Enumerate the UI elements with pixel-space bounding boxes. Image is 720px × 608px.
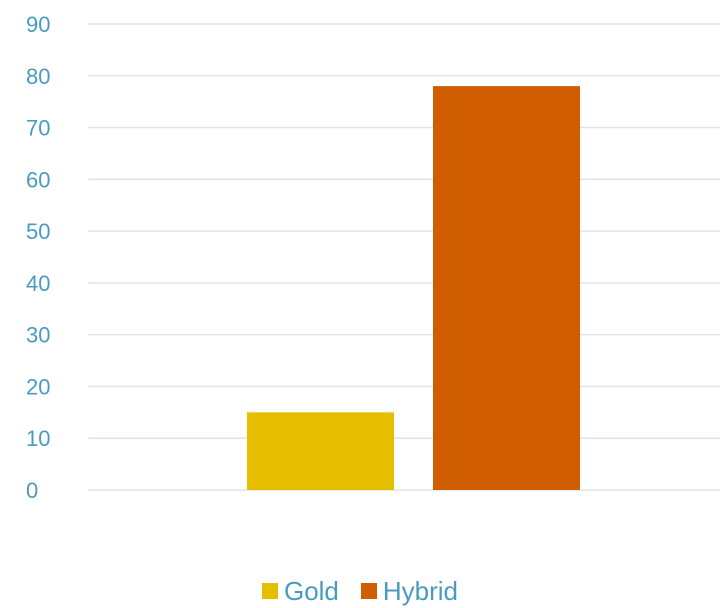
bar-chart: 0 10 20 30 40 50 60 70 80 90 xyxy=(26,12,720,503)
y-tick-label: 40 xyxy=(26,271,50,296)
legend-swatch xyxy=(261,583,278,599)
y-tick-label: 20 xyxy=(26,374,50,399)
gridlines xyxy=(88,23,720,491)
bar-gold xyxy=(247,412,394,490)
legend-label: Gold xyxy=(283,576,339,606)
legend-item-hybrid: Hybrid xyxy=(360,576,459,606)
legend-label: Hybrid xyxy=(382,576,459,606)
legend: Gold Hybrid xyxy=(0,574,720,608)
y-tick-label: 30 xyxy=(26,323,50,348)
legend-item-gold: Gold xyxy=(261,576,339,606)
y-tick-label: 10 xyxy=(26,426,50,451)
legend-swatch xyxy=(360,583,377,599)
y-tick-label: 90 xyxy=(26,12,50,37)
y-tick-label: 60 xyxy=(26,167,50,192)
y-axis-ticks: 0 10 20 30 40 50 60 70 80 90 xyxy=(26,12,50,503)
bar-hybrid xyxy=(433,86,580,490)
bars xyxy=(247,86,580,490)
y-tick-label: 80 xyxy=(26,64,50,89)
y-tick-label: 50 xyxy=(26,219,50,244)
y-tick-label: 70 xyxy=(26,116,50,141)
y-tick-label: 0 xyxy=(26,478,38,503)
